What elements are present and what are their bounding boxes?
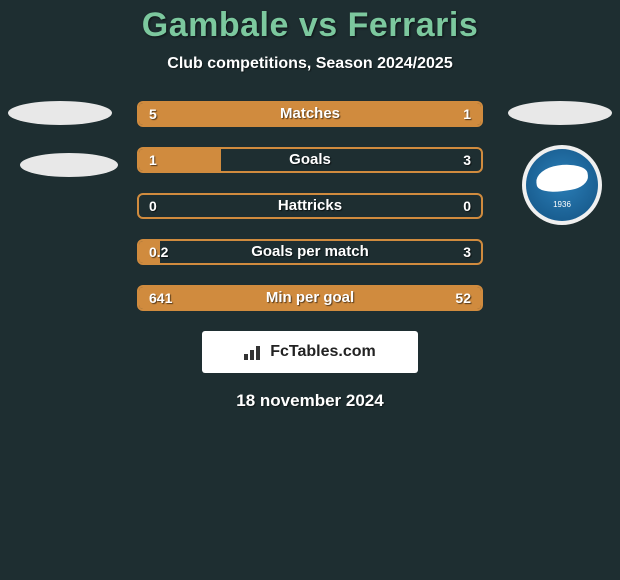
bar-value-right: 0 (463, 195, 471, 217)
attribution-text: FcTables.com (270, 343, 376, 361)
bar-chart-icon (244, 344, 264, 360)
comparison-panel: 1936 Matches51Goals13Hattricks00Goals pe… (0, 101, 620, 311)
bar-label: Goals (139, 149, 481, 171)
player-left-avatar-placeholder (8, 101, 112, 125)
attribution-badge: FcTables.com (202, 331, 418, 373)
bar-label: Matches (139, 103, 481, 125)
bar-value-left: 0.2 (149, 241, 168, 263)
player-right-club-badge: 1936 (522, 145, 602, 225)
bar-value-right: 52 (455, 287, 471, 309)
badge-year: 1936 (526, 200, 598, 209)
bar-value-left: 641 (149, 287, 172, 309)
bar-label: Goals per match (139, 241, 481, 263)
bar-value-right: 3 (463, 241, 471, 263)
player-left-club-placeholder (20, 153, 118, 177)
player-right-avatar-placeholder (508, 101, 612, 125)
comparison-row: Goals per match0.2 3 (137, 239, 483, 265)
bar-value-left: 0 (149, 195, 157, 217)
bar-label: Hattricks (139, 195, 481, 217)
comparison-row: Matches5 1 (137, 101, 483, 127)
dolphin-icon (534, 162, 589, 195)
bar-label: Min per goal (139, 287, 481, 309)
comparison-row: Hattricks0 0 (137, 193, 483, 219)
page-title: Gambale vs Ferraris (0, 0, 620, 45)
pescara-badge-bg: 1936 (526, 149, 598, 221)
page-subtitle: Club competitions, Season 2024/2025 (0, 55, 620, 73)
comparison-row: Goals1 3 (137, 147, 483, 173)
bar-value-left: 5 (149, 103, 157, 125)
comparison-row: Min per goal641 52 (137, 285, 483, 311)
comparison-bars: Matches51Goals13Hattricks00Goals per mat… (137, 101, 483, 311)
bar-value-right: 3 (463, 149, 471, 171)
bar-value-left: 1 (149, 149, 157, 171)
snapshot-date: 18 november 2024 (0, 391, 620, 411)
bar-value-right: 1 (463, 103, 471, 125)
